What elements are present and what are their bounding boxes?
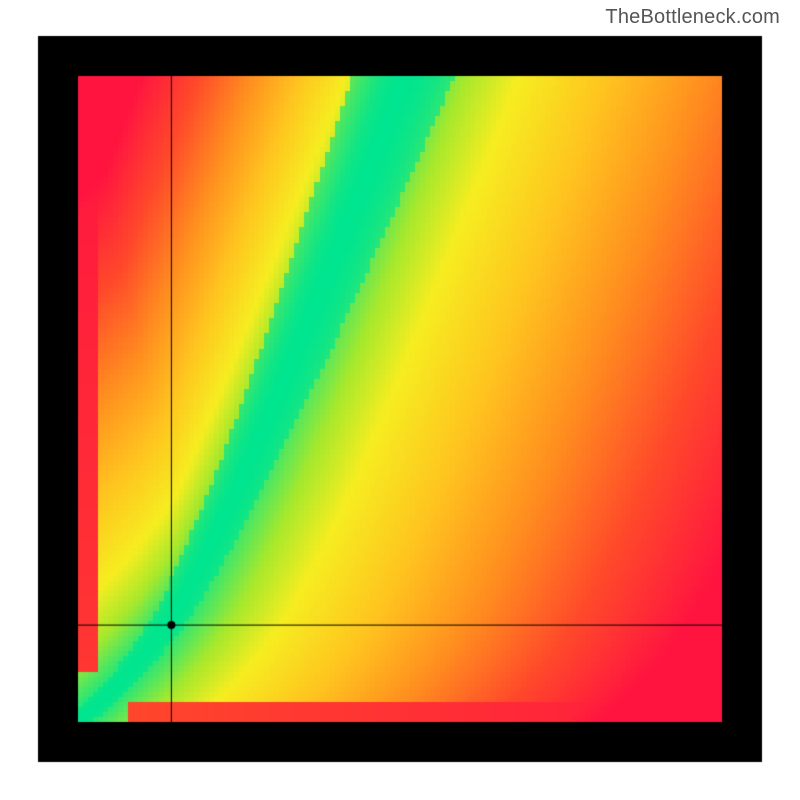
figure-container: TheBottleneck.com bbox=[0, 0, 800, 800]
bottleneck-heatmap bbox=[0, 0, 800, 800]
watermark-text: TheBottleneck.com bbox=[605, 6, 780, 29]
